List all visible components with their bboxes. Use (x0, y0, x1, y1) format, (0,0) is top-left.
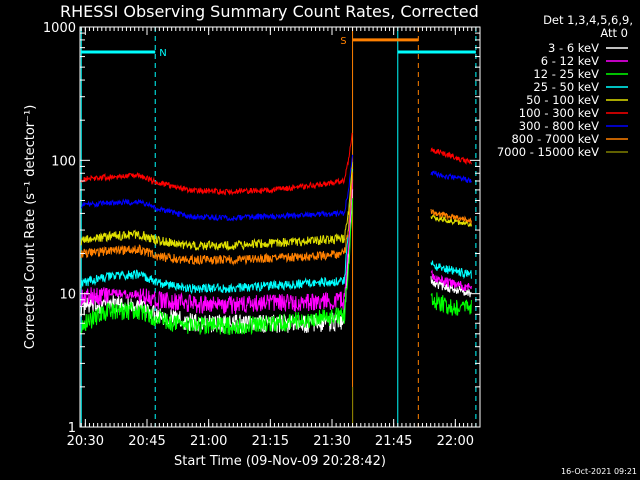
legend-label-1: 6 - 12 keV (541, 54, 599, 68)
x-tick-label-0: 20:30 (67, 434, 104, 449)
legend-label-3: 25 - 50 keV (533, 80, 599, 94)
legend-label-4: 50 - 100 keV (526, 93, 599, 107)
legend-label-5: 100 - 300 keV (519, 106, 599, 120)
annotation-label-n: N (159, 48, 166, 59)
chart-title: RHESSI Observing Summary Count Rates, Co… (60, 2, 479, 21)
x-axis: 20:30 20:45 21:00 21:15 21:30 21:45 22:00 (67, 27, 477, 449)
legend-label-8: 7000 - 15000 keV (497, 145, 599, 159)
series-line-2 (80, 198, 472, 336)
y-tick-label-1: 10 (59, 288, 76, 303)
x-tick-label-4: 21:30 (313, 434, 350, 449)
x-tick-label-5: 21:45 (375, 434, 412, 449)
plot-frame (79, 26, 481, 428)
y-tick-label-3: 1000 (43, 21, 76, 36)
x-tick-label-6: 22:00 (437, 434, 474, 449)
series-line-1 (80, 179, 472, 314)
x-axis-label: Start Time (09-Nov-09 20:28:42) (174, 454, 386, 469)
annotation-label-s: S (340, 36, 346, 47)
legend-label-0: 3 - 6 keV (548, 41, 599, 55)
y-axis-label: Corrected Count Rate (s⁻¹ detector⁻¹) (23, 105, 38, 350)
x-tick-label-3: 21:15 (252, 434, 289, 449)
y-tick-label-2: 100 (51, 154, 76, 169)
legend-header-line-2: Att 0 (600, 26, 628, 40)
legend-header-line-1: Det 1,3,4,5,6,9, (543, 13, 633, 27)
series-line-5 (80, 132, 472, 196)
y-tick-label-0: 1 (68, 421, 76, 436)
y-axis: 1 10 100 1000 (43, 21, 480, 436)
legend-label-6: 300 - 800 keV (519, 119, 599, 133)
series-line-6 (80, 154, 472, 222)
series-line-7 (80, 172, 472, 266)
x-tick-label-1: 20:45 (128, 434, 165, 449)
series-line-3 (80, 169, 472, 295)
legend-label-7: 800 - 7000 keV (511, 132, 599, 146)
plot-area: NS (80, 27, 477, 427)
x-tick-label-2: 21:00 (190, 434, 227, 449)
footer-date: 16-Oct-2021 09:21 (561, 467, 637, 476)
legend-label-2: 12 - 25 keV (533, 67, 599, 81)
